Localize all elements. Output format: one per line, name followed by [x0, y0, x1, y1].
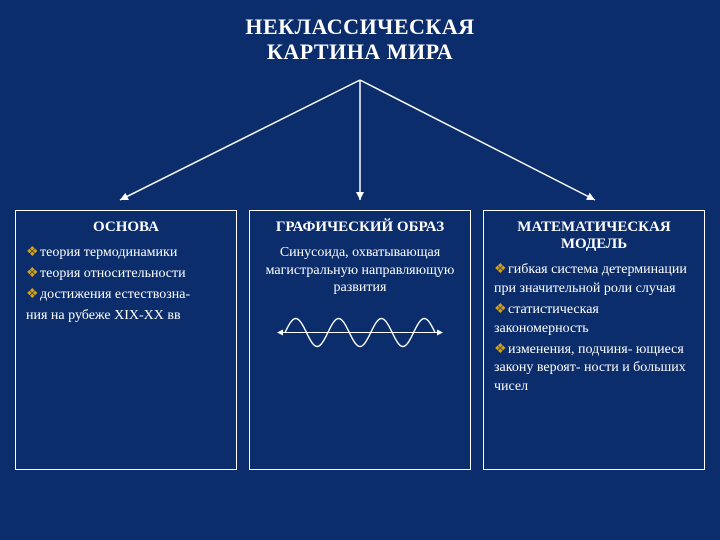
box-title-model: МАТЕМАТИЧЕСКАЯ МОДЕЛЬ: [494, 219, 694, 253]
bullet-icon: ❖: [494, 261, 508, 280]
list-item: ❖теория термодинамики: [26, 244, 226, 263]
bullet-icon: ❖: [26, 265, 40, 284]
box-model: МАТЕМАТИЧЕСКАЯ МОДЕЛЬ ❖гибкая система де…: [483, 210, 705, 470]
title-line-1: НЕКЛАССИЧЕСКАЯ: [245, 14, 474, 39]
list-item: ❖гибкая система детерминации при значите…: [494, 261, 694, 299]
box-body-model: ❖гибкая система детерминации при значите…: [494, 261, 694, 397]
list-item: ❖теория относительности: [26, 265, 226, 284]
title-line-2: КАРТИНА МИРА: [267, 39, 453, 64]
list-item: ❖достижения естествозна-: [26, 286, 226, 305]
bullet-icon: ❖: [26, 286, 40, 305]
box-osnova: ОСНОВА ❖теория термодинамики ❖теория отн…: [15, 210, 237, 470]
list-item: ❖статистическая закономерность: [494, 301, 694, 339]
branch-arrows: [0, 70, 720, 210]
box-title-grafich: ГРАФИЧЕСКИЙ ОБРАЗ: [260, 219, 460, 236]
list-tail: ния на рубеже XIX-XX вв: [26, 307, 226, 326]
bullet-icon: ❖: [494, 341, 508, 360]
columns-row: ОСНОВА ❖теория термодинамики ❖теория отн…: [15, 210, 705, 470]
box-body-osnova: ❖теория термодинамики ❖теория относитель…: [26, 244, 226, 326]
box-grafich: ГРАФИЧЕСКИЙ ОБРАЗ Синусоида, охватывающа…: [249, 210, 471, 470]
list-item: ❖изменения, подчиня- ющиеся закону вероя…: [494, 341, 694, 398]
page-title: НЕКЛАССИЧЕСКАЯ КАРТИНА МИРА: [0, 14, 720, 65]
bullet-icon: ❖: [26, 244, 40, 263]
box-title-osnova: ОСНОВА: [26, 219, 226, 236]
sine-wave-graphic: [275, 305, 445, 360]
box-body-grafich: Синусоида, охватывающая магистральную на…: [260, 244, 460, 297]
bullet-icon: ❖: [494, 301, 508, 320]
